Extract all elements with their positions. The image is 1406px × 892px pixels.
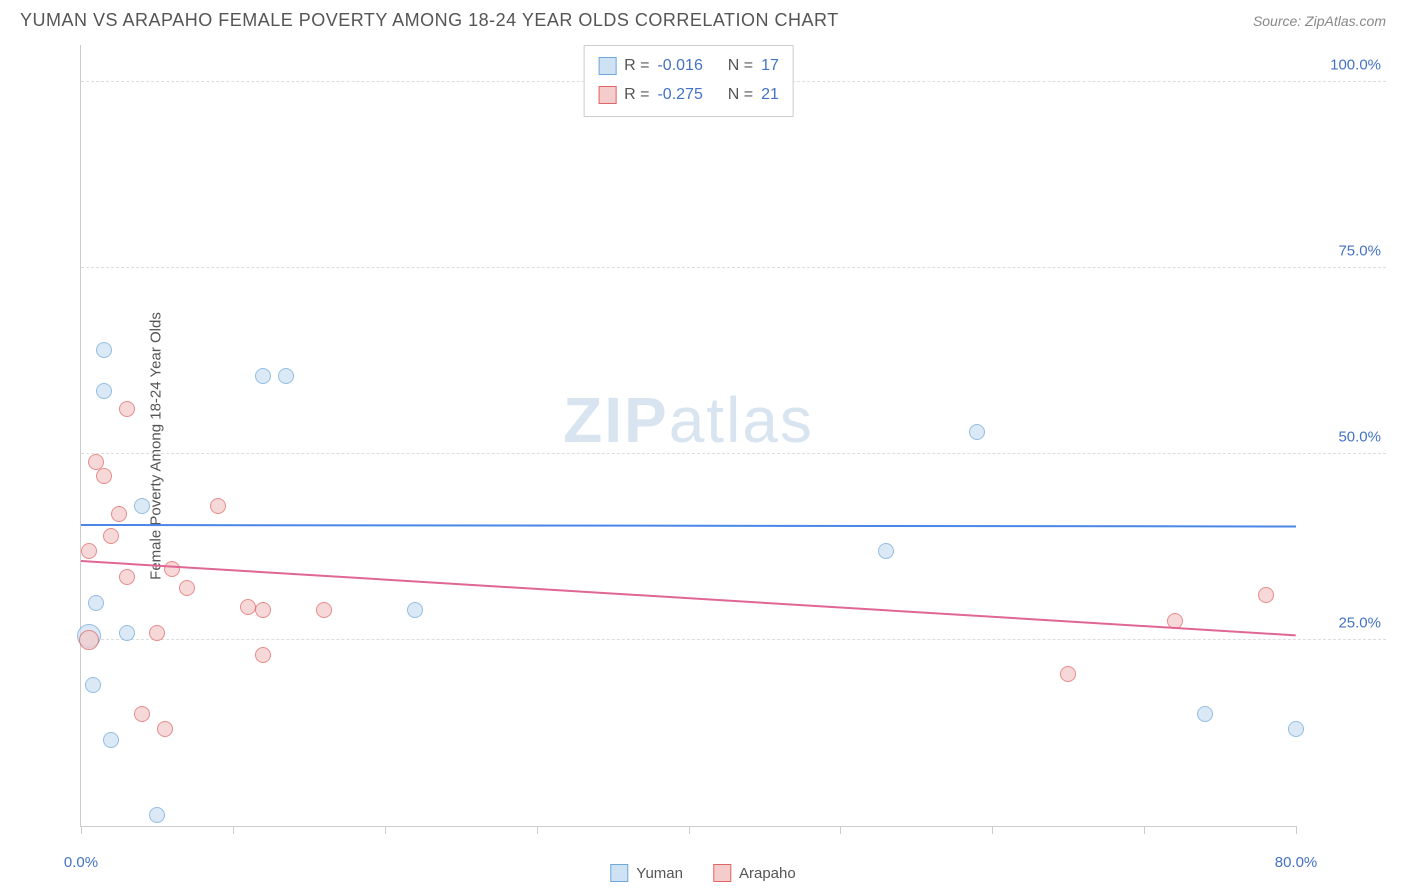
x-tick bbox=[840, 826, 841, 834]
stats-n-arapaho: 21 bbox=[761, 81, 779, 110]
scatter-point bbox=[134, 706, 150, 722]
gridline-h bbox=[81, 639, 1386, 640]
scatter-point bbox=[179, 580, 195, 596]
stats-row-arapaho: R = -0.275 N = 21 bbox=[598, 81, 779, 110]
trend-line bbox=[81, 560, 1296, 636]
legend-item-arapaho: Arapaho bbox=[713, 864, 796, 882]
x-tick bbox=[385, 826, 386, 834]
scatter-point bbox=[157, 721, 173, 737]
scatter-point bbox=[316, 602, 332, 618]
chart-title: YUMAN VS ARAPAHO FEMALE POVERTY AMONG 18… bbox=[20, 10, 839, 31]
scatter-point bbox=[878, 543, 894, 559]
scatter-point bbox=[88, 454, 104, 470]
watermark-light: atlas bbox=[669, 384, 814, 456]
scatter-point bbox=[240, 599, 256, 615]
scatter-point bbox=[111, 506, 127, 522]
stats-n-label: N = bbox=[728, 81, 753, 110]
scatter-point bbox=[119, 569, 135, 585]
y-tick-label: 25.0% bbox=[1338, 615, 1381, 632]
legend: Yuman Arapaho bbox=[610, 864, 795, 882]
chart-header: YUMAN VS ARAPAHO FEMALE POVERTY AMONG 18… bbox=[0, 0, 1406, 41]
scatter-point bbox=[1258, 587, 1274, 603]
watermark: ZIPatlas bbox=[563, 383, 814, 457]
x-tick bbox=[81, 826, 82, 834]
scatter-point bbox=[96, 383, 112, 399]
chart-source: Source: ZipAtlas.com bbox=[1253, 13, 1386, 29]
y-tick-label: 75.0% bbox=[1338, 243, 1381, 260]
stats-r-label: R = bbox=[624, 52, 649, 81]
legend-item-yuman: Yuman bbox=[610, 864, 683, 882]
stats-n-label: N = bbox=[728, 52, 753, 81]
scatter-point bbox=[79, 630, 99, 650]
stats-r-yuman: -0.016 bbox=[657, 52, 702, 81]
stats-r-label: R = bbox=[624, 81, 649, 110]
scatter-point bbox=[81, 543, 97, 559]
scatter-point bbox=[1288, 721, 1304, 737]
x-tick bbox=[233, 826, 234, 834]
legend-swatch-yuman bbox=[610, 864, 628, 882]
scatter-point bbox=[85, 677, 101, 693]
scatter-point bbox=[149, 807, 165, 823]
scatter-point bbox=[278, 368, 294, 384]
x-tick-label: 80.0% bbox=[1275, 854, 1318, 871]
scatter-point bbox=[96, 468, 112, 484]
scatter-point bbox=[210, 498, 226, 514]
plot-area: ZIPatlas R = -0.016 N = 17 R = -0.275 N … bbox=[80, 45, 1296, 827]
scatter-point bbox=[103, 528, 119, 544]
legend-label-arapaho: Arapaho bbox=[739, 865, 796, 882]
scatter-point bbox=[119, 401, 135, 417]
swatch-yuman bbox=[598, 57, 616, 75]
x-tick bbox=[689, 826, 690, 834]
stats-row-yuman: R = -0.016 N = 17 bbox=[598, 52, 779, 81]
scatter-point bbox=[407, 602, 423, 618]
x-tick bbox=[1296, 826, 1297, 834]
scatter-point bbox=[1197, 706, 1213, 722]
legend-label-yuman: Yuman bbox=[636, 865, 683, 882]
scatter-point bbox=[103, 732, 119, 748]
scatter-point bbox=[134, 498, 150, 514]
gridline-h bbox=[81, 453, 1386, 454]
scatter-point bbox=[969, 424, 985, 440]
scatter-point bbox=[119, 625, 135, 641]
scatter-point bbox=[96, 342, 112, 358]
legend-swatch-arapaho bbox=[713, 864, 731, 882]
stats-r-arapaho: -0.275 bbox=[657, 81, 702, 110]
watermark-bold: ZIP bbox=[563, 384, 669, 456]
scatter-point bbox=[88, 595, 104, 611]
scatter-point bbox=[255, 368, 271, 384]
x-tick-label: 0.0% bbox=[64, 854, 98, 871]
stats-n-yuman: 17 bbox=[761, 52, 779, 81]
scatter-point bbox=[255, 647, 271, 663]
scatter-point bbox=[255, 602, 271, 618]
trend-line bbox=[81, 524, 1296, 527]
gridline-h bbox=[81, 267, 1386, 268]
x-tick bbox=[537, 826, 538, 834]
y-tick-label: 100.0% bbox=[1330, 57, 1381, 74]
stats-box: R = -0.016 N = 17 R = -0.275 N = 21 bbox=[583, 45, 794, 117]
y-tick-label: 50.0% bbox=[1338, 429, 1381, 446]
scatter-point bbox=[149, 625, 165, 641]
swatch-arapaho bbox=[598, 86, 616, 104]
x-tick bbox=[992, 826, 993, 834]
chart-container: Female Poverty Among 18-24 Year Olds ZIP… bbox=[50, 45, 1386, 847]
scatter-point bbox=[1060, 666, 1076, 682]
x-tick bbox=[1144, 826, 1145, 834]
scatter-point bbox=[164, 561, 180, 577]
